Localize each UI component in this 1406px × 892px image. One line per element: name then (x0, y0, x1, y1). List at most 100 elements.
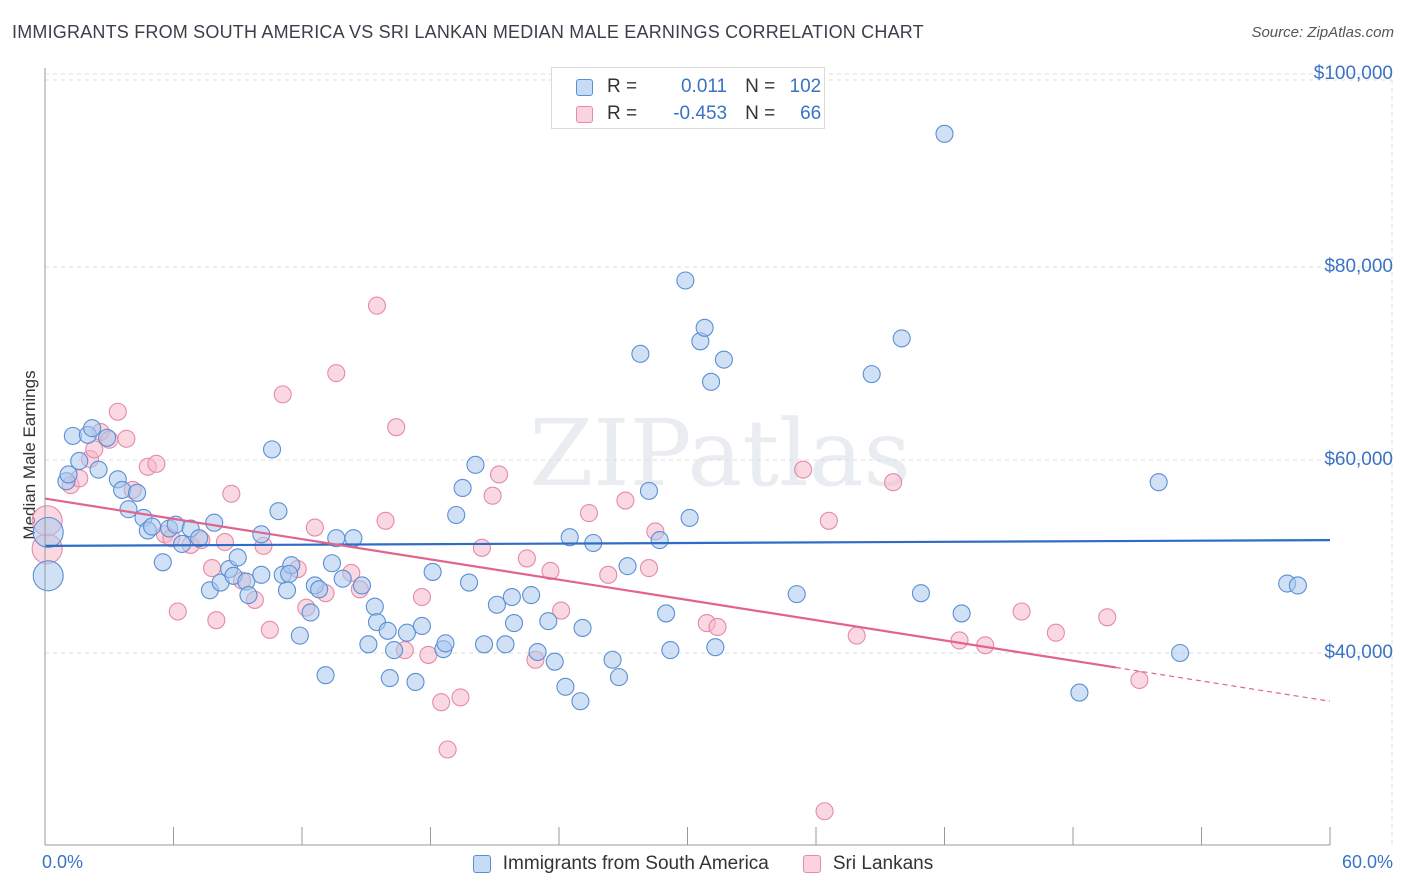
data-point (528, 642, 547, 662)
source-note: Source: ZipAtlas.com (1251, 24, 1394, 41)
legend-n-value: 66 (800, 103, 822, 124)
trendline-sri-lankans (44, 497, 1117, 669)
legend-row-sri-lankans: R = -0.453 N = 66 (576, 103, 821, 125)
data-point (892, 329, 911, 348)
x-tick-label-max: 60.0% (1341, 852, 1393, 872)
data-point (205, 513, 224, 532)
data-point (89, 460, 108, 479)
data-point (119, 500, 138, 519)
data-point (815, 802, 834, 821)
data-point (280, 564, 299, 583)
data-point (32, 560, 64, 592)
y-tick-label: $100,000 (1313, 63, 1393, 84)
data-point (432, 693, 451, 712)
data-point (59, 465, 78, 484)
data-point (412, 616, 431, 636)
data-point (406, 672, 425, 692)
data-point (609, 668, 629, 687)
data-point (618, 557, 637, 576)
data-point (571, 692, 590, 711)
data-point (1098, 608, 1117, 627)
trendline-sri-lankans-extension (1115, 666, 1331, 702)
data-point (952, 604, 971, 623)
legend-r-value: 0.011 (680, 76, 728, 97)
data-point (714, 350, 733, 369)
data-point (1149, 473, 1168, 492)
x-tick-label-min: 0.0% (42, 852, 84, 872)
watermark: ZIPatlas (529, 400, 910, 507)
data-point (474, 635, 494, 654)
legend-r-label: R = (607, 76, 638, 97)
data-point (657, 604, 676, 623)
series-legend-item-sri-lankans[interactable]: Sri Lankans (802, 853, 934, 875)
data-point (412, 587, 431, 607)
data-point (517, 549, 536, 568)
data-point (680, 508, 699, 527)
data-point (483, 486, 502, 505)
data-point (453, 478, 472, 498)
series-label-sri-lankans: Sri Lankans (832, 853, 934, 874)
data-point (545, 652, 564, 671)
data-point (113, 480, 132, 499)
data-point (489, 465, 509, 484)
data-point (143, 517, 162, 536)
trendlines (44, 497, 1331, 702)
data-point (676, 271, 695, 290)
data-point (277, 581, 297, 600)
data-point (260, 620, 279, 639)
data-point (661, 641, 680, 660)
data-point (352, 576, 372, 595)
axes (44, 68, 1331, 846)
data-point (436, 634, 455, 653)
data-point (702, 372, 721, 391)
data-point (451, 688, 470, 707)
data-point (447, 505, 466, 525)
data-point (63, 426, 82, 445)
points-immigrants-south-america (32, 124, 1307, 711)
data-point (1130, 670, 1149, 690)
series-legend: Immigrants from South America Sri Lankan… (0, 852, 1406, 876)
data-point (496, 635, 515, 654)
data-point (552, 601, 571, 620)
data-point (573, 618, 592, 637)
data-point (560, 528, 579, 547)
data-point (310, 580, 329, 599)
data-point (147, 454, 166, 473)
data-point (305, 518, 324, 537)
data-point (70, 451, 89, 471)
data-point (639, 559, 659, 578)
correlation-legend: R = 0.011 N = 102 R = -0.453 N = 66 (551, 67, 825, 129)
chart-title: IMMIGRANTS FROM SOUTH AMERICA VS SRI LAN… (12, 22, 924, 42)
data-point (1070, 683, 1089, 702)
data-point (316, 666, 335, 685)
data-point (1012, 602, 1031, 621)
data-point (117, 429, 136, 448)
legend-n-label: N = (745, 103, 776, 124)
data-point (301, 603, 320, 622)
data-point (207, 611, 226, 630)
legend-n-value: 102 (789, 76, 822, 97)
y-tick-label: $40,000 (1324, 642, 1393, 663)
series-swatch-blue (472, 855, 491, 873)
series-label-immigrants: Immigrants from South America (502, 853, 769, 874)
data-point (459, 573, 479, 592)
data-point (173, 534, 192, 554)
data-point (367, 296, 387, 315)
data-point (911, 584, 930, 603)
data-point (884, 473, 903, 492)
data-point (1046, 623, 1065, 642)
data-point (502, 587, 521, 607)
data-point (438, 740, 457, 759)
data-point (1288, 576, 1307, 595)
data-point (215, 532, 234, 552)
data-point (616, 491, 635, 510)
data-point (333, 569, 352, 588)
data-point (273, 385, 292, 404)
data-point (522, 586, 541, 605)
data-point (819, 511, 838, 530)
data-point (556, 677, 575, 696)
data-point (168, 602, 187, 621)
series-legend-item-immigrants[interactable]: Immigrants from South America (472, 853, 769, 875)
data-point (153, 553, 172, 572)
legend-swatch-pink (576, 105, 593, 123)
